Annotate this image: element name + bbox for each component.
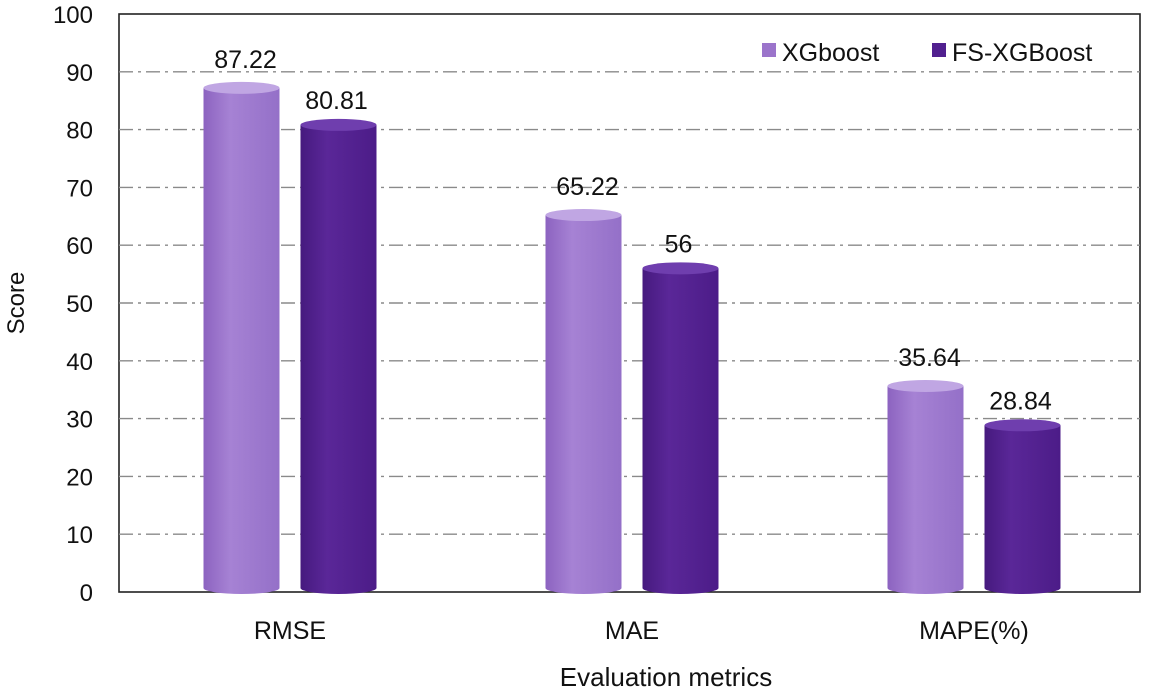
y-tick-label: 60 [66, 233, 93, 260]
x-tick-label: MAE [605, 617, 659, 645]
y-tick-label: 50 [66, 291, 93, 318]
y-tick-label: 100 [53, 2, 93, 29]
x-axis: RMSE MAE MAPE(%) [254, 617, 1029, 645]
gridlines [119, 71, 1140, 535]
bar-value-label: 56 [665, 230, 693, 258]
bar-body [203, 87, 280, 594]
legend-label-fs-xgboost: FS-XGBoost [952, 39, 1092, 67]
legend-label-xgboost: XGboost [782, 39, 879, 67]
bar-top-cap [300, 118, 377, 131]
y-tick-label: 90 [66, 60, 93, 87]
bars: 87.22 80.81 65.22 56 35.64 28.84 [203, 46, 1061, 594]
bar-top-cap [887, 380, 964, 393]
bar [545, 209, 622, 594]
bar-top-cap [545, 209, 622, 222]
bar-value-label: 87.22 [214, 46, 277, 74]
y-axis-title: Score [3, 272, 30, 335]
bar-top-cap [203, 81, 280, 94]
bar [984, 419, 1061, 594]
bar-body [642, 268, 719, 594]
y-axis: 0 10 20 30 40 50 60 70 80 90 100 [53, 2, 93, 607]
bar-value-label: 65.22 [556, 173, 619, 201]
bar-value-label: 80.81 [305, 87, 368, 115]
y-tick-label: 0 [80, 580, 93, 607]
y-tick-label: 70 [66, 175, 93, 202]
bar [203, 81, 280, 594]
bar-body [984, 425, 1061, 594]
bar-value-label: 28.84 [989, 387, 1052, 415]
bar [642, 262, 719, 594]
bar-top-cap [984, 419, 1061, 432]
bar-body [300, 124, 377, 594]
bar [887, 380, 964, 594]
x-tick-label: RMSE [254, 617, 326, 645]
y-tick-label: 40 [66, 349, 93, 376]
y-tick-label: 10 [66, 522, 93, 549]
x-tick-label: MAPE(%) [919, 617, 1029, 645]
legend: XGboost FS-XGBoost [762, 39, 1092, 67]
bar [300, 118, 377, 594]
x-axis-title: Evaluation metrics [560, 662, 772, 692]
legend-swatch-fs-xgboost [932, 43, 946, 57]
bar-body [545, 215, 622, 594]
y-tick-label: 80 [66, 118, 93, 145]
y-tick-label: 30 [66, 407, 93, 434]
bar-body [887, 386, 964, 594]
y-tick-label: 20 [66, 464, 93, 491]
legend-swatch-xgboost [762, 43, 776, 57]
bar-top-cap [642, 262, 719, 275]
bar-value-label: 35.64 [898, 344, 961, 372]
